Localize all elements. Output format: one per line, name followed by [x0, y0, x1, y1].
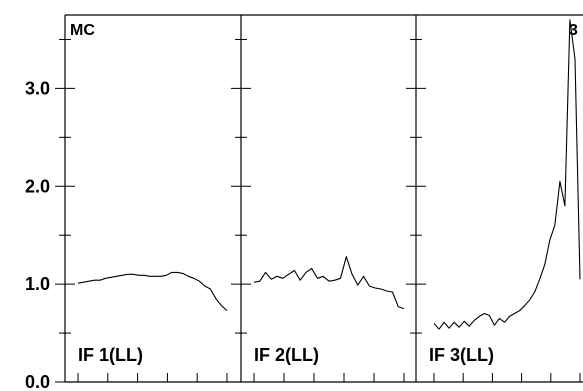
y-tick-label: 2.0: [25, 176, 50, 196]
panels: IF 1(LL) IF 2(LL) IF 3(LL): [55, 14, 583, 383]
panel-label: IF 3(LL): [429, 345, 494, 365]
panel-label: IF 1(LL): [78, 345, 143, 365]
series-line-panel-2: [253, 256, 405, 310]
y-tick-label: 0.0: [25, 372, 50, 391]
y-tick-label: 3.0: [25, 78, 50, 98]
series-line-panel-3: [433, 19, 581, 330]
panel-2: IF 2(LL): [231, 14, 416, 383]
panel-3: IF 3(LL): [406, 14, 583, 383]
corner-label: MC: [70, 22, 95, 39]
series-line-panel-1: [77, 271, 228, 312]
panel-label: IF 2(LL): [254, 345, 319, 365]
truncated-panel-label: 3: [569, 22, 578, 39]
y-tick-label: 1.0: [25, 274, 50, 294]
y-axis: 0.0 1.0 2.0 3.0: [25, 78, 50, 391]
panel-1: IF 1(LL): [55, 14, 241, 383]
